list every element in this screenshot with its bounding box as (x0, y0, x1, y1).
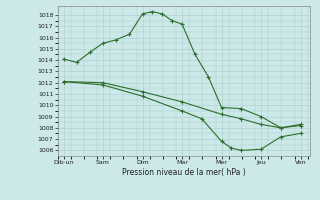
X-axis label: Pression niveau de la mer( hPa ): Pression niveau de la mer( hPa ) (122, 168, 246, 177)
